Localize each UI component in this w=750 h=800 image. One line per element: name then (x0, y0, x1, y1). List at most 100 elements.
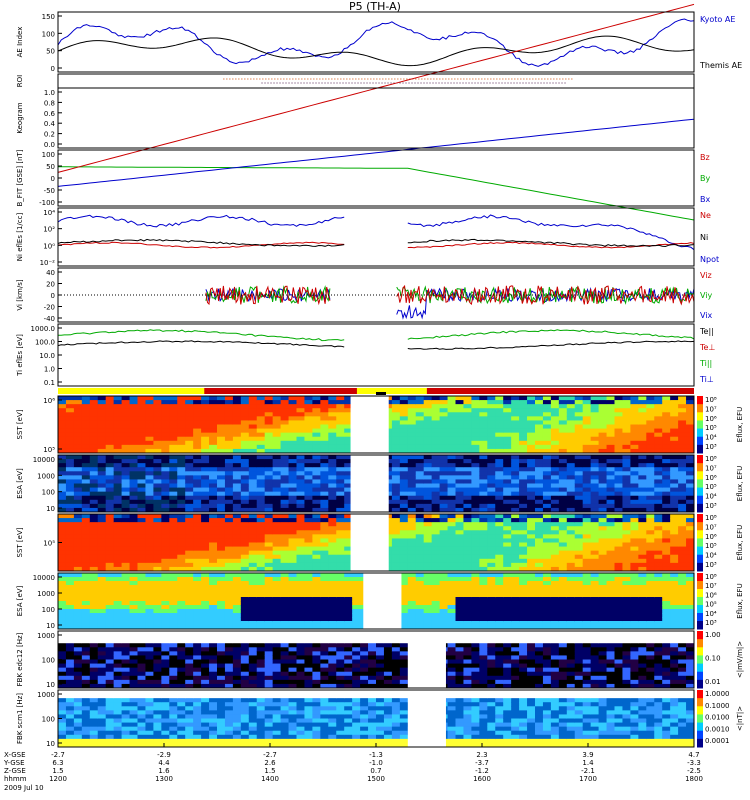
spectro-cell (328, 589, 337, 594)
spectro-cell (407, 420, 417, 425)
spectro-cell (678, 440, 687, 446)
spectro-cell (344, 542, 353, 548)
spectro-cell (455, 412, 464, 417)
spectro-cell (129, 581, 138, 586)
spectro-cell (558, 463, 568, 468)
spectro-cell (662, 467, 671, 472)
spectro-cell (58, 400, 67, 405)
spectro-cell (471, 475, 480, 480)
spectro-cell (399, 444, 409, 450)
spectro-cell (646, 440, 655, 446)
spectro-cell (423, 542, 433, 548)
spectro-cell (407, 625, 417, 630)
spectro-cell (407, 617, 417, 622)
spectro-cell (344, 448, 353, 454)
spectro-cell (89, 589, 99, 594)
spectro-cell (399, 534, 409, 539)
spectro-cell (224, 526, 234, 531)
spectro-cell (638, 593, 647, 598)
spectro-cell (153, 609, 162, 614)
spectro-cell (646, 396, 655, 401)
spectro-cell (137, 526, 146, 531)
spectro-cell (519, 621, 528, 626)
spectro-cell (304, 625, 313, 630)
spectro-cell (352, 577, 361, 582)
spectro-cell (662, 459, 671, 464)
spectro-cell (431, 538, 441, 543)
spectro-cell (169, 593, 178, 598)
spectro-cell (654, 617, 663, 622)
spectro-cell (312, 416, 321, 421)
spectro-cell (503, 605, 512, 610)
spectro-cell (455, 577, 464, 582)
spectro-cell (582, 467, 592, 472)
spectro-cell (638, 534, 647, 539)
spectro-cell (399, 581, 409, 586)
spectro-cell (209, 639, 218, 644)
spectro-cell (185, 577, 194, 582)
spectro-cell (288, 647, 297, 652)
spectro-cell (177, 463, 186, 468)
spectro-cell (606, 400, 615, 405)
spectro-cell (137, 503, 146, 509)
spectro-cell (232, 420, 242, 425)
spectro-cell (455, 601, 464, 606)
spectro-cell (511, 444, 520, 450)
spectro-cell (455, 444, 464, 450)
spectro-cell (686, 507, 695, 513)
spectro-cell (209, 581, 218, 586)
spectro-cell (558, 577, 568, 582)
spectro-cell (201, 655, 210, 660)
spectro-cell (73, 601, 83, 606)
spectro-cell (320, 546, 329, 552)
spectro-cell (169, 420, 178, 425)
spectro-cell (558, 566, 568, 572)
spectro-cell (296, 655, 305, 660)
spectro-cell (224, 643, 234, 648)
spectro-cell (248, 479, 258, 484)
spectro-cell (542, 534, 552, 539)
spectro-cell (638, 546, 647, 552)
spectro-cell (407, 566, 417, 572)
spectro-cell (646, 412, 655, 417)
spectro-cell (248, 514, 258, 519)
spectro-cell (81, 408, 91, 413)
spectro-cell (288, 526, 297, 531)
spectro-cell (415, 613, 425, 618)
spectro-cell (535, 562, 544, 568)
spectro-cell (288, 609, 297, 614)
spectro-cell (232, 605, 242, 610)
spectro-cell (590, 495, 600, 501)
spectro-cell (590, 593, 600, 598)
spectro-cell (177, 647, 186, 652)
spectro-cell (344, 526, 353, 531)
spectro-cell (622, 467, 631, 472)
spectro-cell (463, 609, 472, 614)
spectro-cell (527, 514, 536, 519)
spectro-cell (328, 593, 337, 598)
spectro-cell (495, 432, 504, 438)
spectro-cell (256, 444, 266, 450)
spectro-cell (662, 581, 671, 586)
spectro-cell (542, 467, 552, 472)
spectro-cell (447, 605, 456, 610)
spectro-cell (455, 404, 464, 409)
spectro-cell (121, 542, 131, 548)
spectro-cell (161, 577, 170, 582)
spectro-cell (479, 617, 488, 622)
spectro-cell (121, 593, 131, 598)
spectro-cell (407, 558, 417, 564)
spectro-cell (121, 424, 131, 430)
spectro-cell (527, 605, 536, 610)
spectro-cell (614, 408, 623, 413)
spectro-cell (97, 631, 107, 636)
spectro-cell (217, 424, 226, 430)
spectro-cell (320, 503, 329, 509)
spectro-cell (542, 436, 552, 442)
spectro-cell (217, 404, 226, 409)
spectro-cell (320, 530, 329, 535)
spectro-cell (527, 613, 536, 618)
spectro-cell (487, 463, 496, 468)
spectro-cell (590, 609, 600, 614)
spectro-cell (431, 424, 441, 430)
